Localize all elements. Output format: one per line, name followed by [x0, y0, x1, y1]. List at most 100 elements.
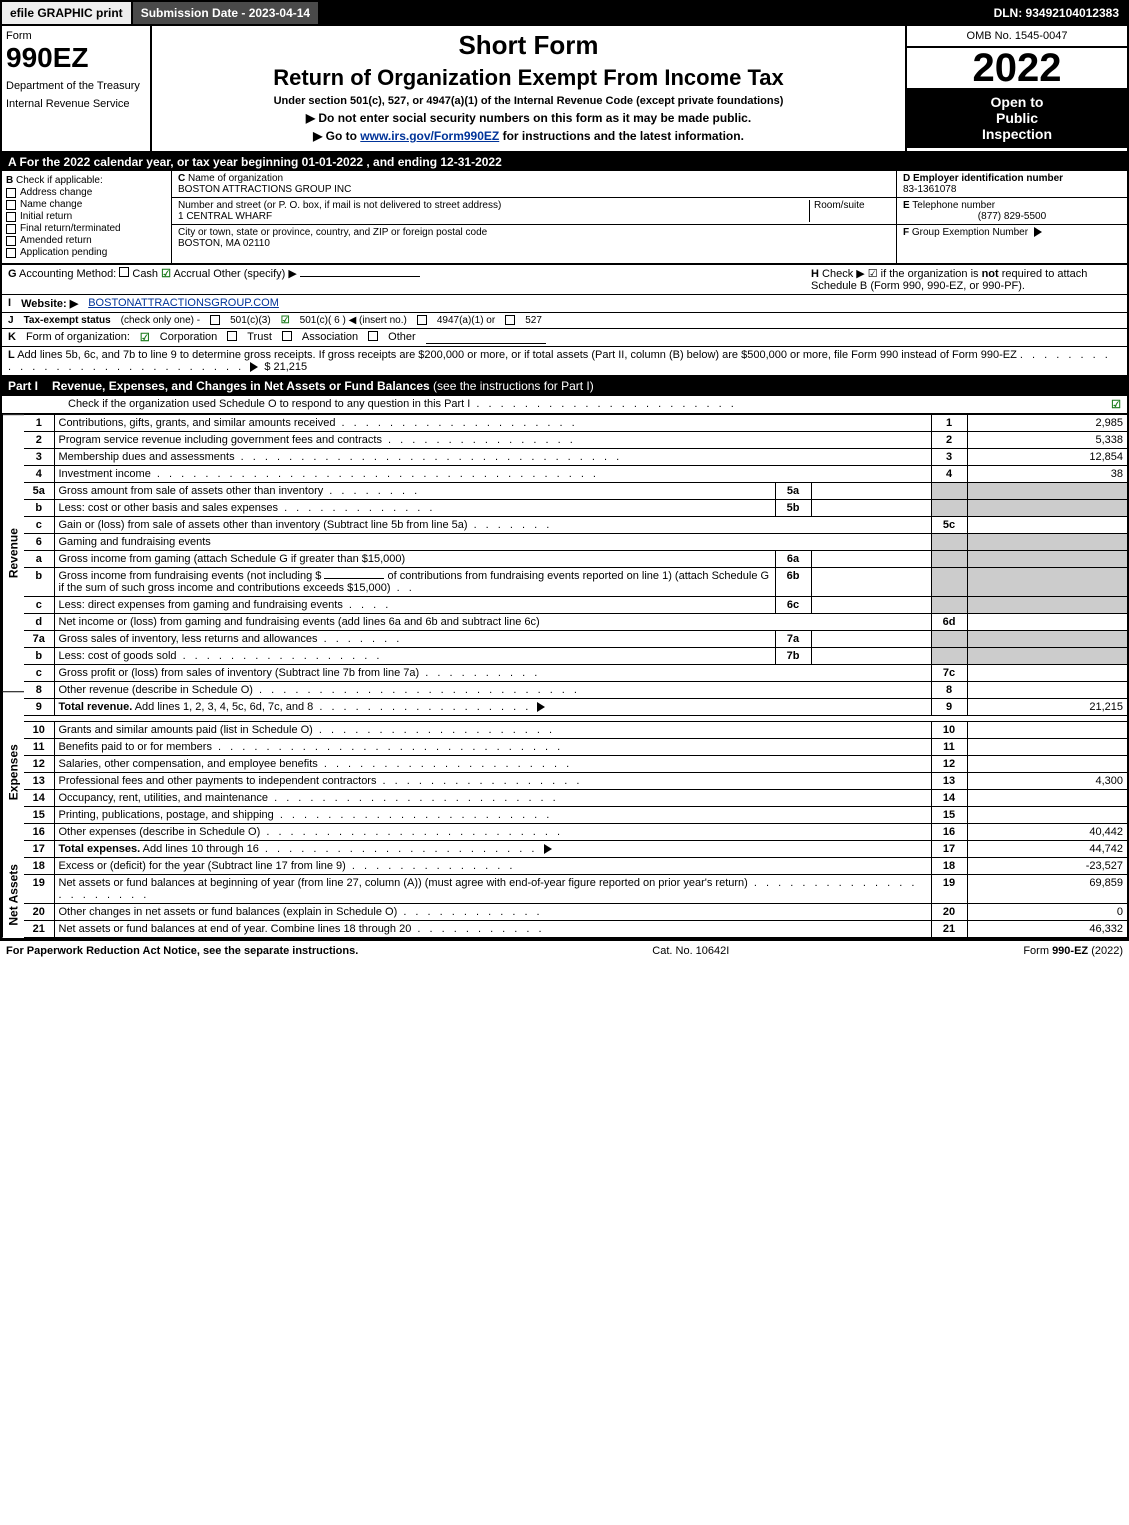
checkbox-icon[interactable] — [282, 331, 292, 341]
line-8: 8Other revenue (describe in Schedule O) … — [24, 682, 1127, 699]
form-label: Form — [6, 30, 146, 42]
k-title: Form of organization: — [26, 331, 130, 344]
row-gh: G Accounting Method: Cash ☑ Accrual Othe… — [0, 265, 1129, 295]
website-link[interactable]: BOSTONATTRACTIONSGROUP.COM — [88, 297, 279, 310]
group-exemption-row: F Group Exemption Number — [897, 225, 1127, 240]
submission-date: Submission Date - 2023-04-14 — [131, 2, 320, 24]
org-address: 1 CENTRAL WHARF — [178, 211, 272, 222]
checkbox-icon[interactable] — [505, 315, 515, 325]
footer-left: For Paperwork Reduction Act Notice, see … — [6, 945, 358, 957]
phone-value: (877) 829-5500 — [903, 211, 1121, 222]
line-15: 15Printing, publications, postage, and s… — [24, 807, 1127, 824]
page-footer: For Paperwork Reduction Act Notice, see … — [0, 940, 1129, 961]
open1: Open to — [913, 94, 1121, 110]
checkbox-icon — [6, 236, 16, 246]
line-6c: cLess: direct expenses from gaming and f… — [24, 597, 1127, 614]
checkbox-icon — [6, 200, 16, 210]
checkbox-icon — [6, 224, 16, 234]
part1-header: Part I Revenue, Expenses, and Changes in… — [0, 376, 1129, 396]
chk-address-change[interactable]: Address change — [6, 187, 167, 198]
checkbox-icon[interactable] — [368, 331, 378, 341]
no-ssn-line: ▶ Do not enter social security numbers o… — [156, 111, 901, 125]
form-number: 990EZ — [6, 42, 146, 74]
footer-mid: Cat. No. 10642I — [652, 945, 729, 957]
section-g: G Accounting Method: Cash ☑ Accrual Othe… — [8, 267, 420, 292]
check-icon: ☑ — [140, 331, 150, 344]
arrow-icon — [250, 362, 258, 372]
line-16: 16Other expenses (describe in Schedule O… — [24, 824, 1127, 841]
checkbox-icon[interactable] — [119, 267, 129, 277]
j-527: 527 — [525, 315, 542, 326]
arrow-icon — [1034, 227, 1042, 237]
phone-row: E Telephone number (877) 829-5500 — [897, 198, 1127, 225]
lines-table: 1Contributions, gifts, grants, and simil… — [24, 414, 1127, 938]
line-5c: cGain or (loss) from sale of assets othe… — [24, 517, 1127, 534]
arrow-icon — [537, 702, 545, 712]
line-21: 21Net assets or fund balances at end of … — [24, 921, 1127, 938]
goto-line: ▶ Go to www.irs.gov/Form990EZ for instru… — [156, 129, 901, 143]
open3: Inspection — [913, 126, 1121, 142]
checkbox-icon — [6, 188, 16, 198]
org-city: BOSTON, MA 02110 — [178, 238, 270, 249]
k-other-input[interactable] — [426, 331, 546, 344]
dots: . . . . . . . . . . . . . . . . . . . . … — [470, 398, 736, 410]
line-3: 3Membership dues and assessments . . . .… — [24, 449, 1127, 466]
check-icon: ☑ — [161, 268, 171, 280]
part1-table: 1Contributions, gifts, grants, and simil… — [24, 414, 1127, 938]
header-center: Short Form Return of Organization Exempt… — [152, 26, 907, 151]
part1-check-text: Check if the organization used Schedule … — [8, 398, 737, 411]
line-19: 19Net assets or fund balances at beginni… — [24, 875, 1127, 904]
ein-row: D Employer identification number 83-1361… — [897, 171, 1127, 198]
org-name-row: C Name of organization BOSTON ATTRACTION… — [172, 171, 896, 198]
name-label: Name of organization — [188, 173, 283, 184]
section-def: D Employer identification number 83-1361… — [897, 171, 1127, 263]
row-k: K Form of organization: ☑ Corporation Tr… — [0, 329, 1129, 347]
d-title: Employer identification number — [913, 173, 1063, 184]
line-7a: 7aGross sales of inventory, less returns… — [24, 631, 1127, 648]
c-label: C — [178, 173, 185, 184]
line-6: 6Gaming and fundraising events — [24, 534, 1127, 551]
g-other: Other (specify) ▶ — [213, 268, 297, 280]
line-18: 18Excess or (deficit) for the year (Subt… — [24, 858, 1127, 875]
checkbox-icon[interactable] — [227, 331, 237, 341]
chk-application-pending[interactable]: Application pending — [6, 247, 167, 258]
section-c: C Name of organization BOSTON ATTRACTION… — [172, 171, 897, 263]
j-sub: (check only one) - — [121, 315, 200, 326]
checkbox-icon[interactable] — [210, 315, 220, 325]
spacer — [320, 2, 985, 24]
chk-initial-return[interactable]: Initial return — [6, 211, 167, 222]
chk-final-return[interactable]: Final return/terminated — [6, 223, 167, 234]
contrib-input[interactable] — [324, 578, 384, 579]
line-20: 20Other changes in net assets or fund ba… — [24, 904, 1127, 921]
line-17: 17Total expenses. Add lines 10 through 1… — [24, 841, 1127, 858]
footer-right: Form 990-EZ (2022) — [1023, 945, 1123, 957]
h-text: Check ▶ ☑ if the organization is — [822, 268, 982, 280]
line-6d: dNet income or (loss) from gaming and fu… — [24, 614, 1127, 631]
efile-label[interactable]: efile GRAPHIC print — [2, 2, 131, 24]
j-501c: 501(c)( 6 ) ◀ (insert no.) — [300, 315, 407, 326]
line-10: 10Grants and similar amounts paid (list … — [24, 722, 1127, 739]
check-icon: ☑ — [281, 315, 290, 326]
chk-amended-return[interactable]: Amended return — [6, 235, 167, 246]
open2: Public — [913, 110, 1121, 126]
k-other: Other — [388, 331, 416, 344]
e-title: Telephone number — [912, 200, 995, 211]
g-other-input[interactable] — [300, 276, 420, 277]
checkbox-icon[interactable] — [417, 315, 427, 325]
omb-number: OMB No. 1545-0047 — [907, 26, 1127, 48]
ein-value: 83-1361078 — [903, 184, 956, 195]
checkbox-icon — [6, 248, 16, 258]
under-section: Under section 501(c), 527, or 4947(a)(1)… — [156, 95, 901, 107]
line-5a: 5aGross amount from sale of assets other… — [24, 483, 1127, 500]
part1-body: Revenue Expenses Net Assets 1Contributio… — [0, 414, 1129, 940]
irs-link[interactable]: www.irs.gov/Form990EZ — [360, 129, 499, 143]
i-title: Website: ▶ — [21, 297, 78, 310]
chk-name-change[interactable]: Name change — [6, 199, 167, 210]
l-value: $ 21,215 — [264, 361, 307, 373]
city-label: City or town, state or province, country… — [178, 227, 487, 238]
k-trust: Trust — [247, 331, 272, 344]
part1-title: Revenue, Expenses, and Changes in Net As… — [52, 379, 430, 393]
org-name: BOSTON ATTRACTIONS GROUP INC — [178, 184, 351, 195]
org-city-row: City or town, state or province, country… — [172, 225, 896, 251]
dept-treasury: Department of the Treasury — [6, 80, 146, 92]
